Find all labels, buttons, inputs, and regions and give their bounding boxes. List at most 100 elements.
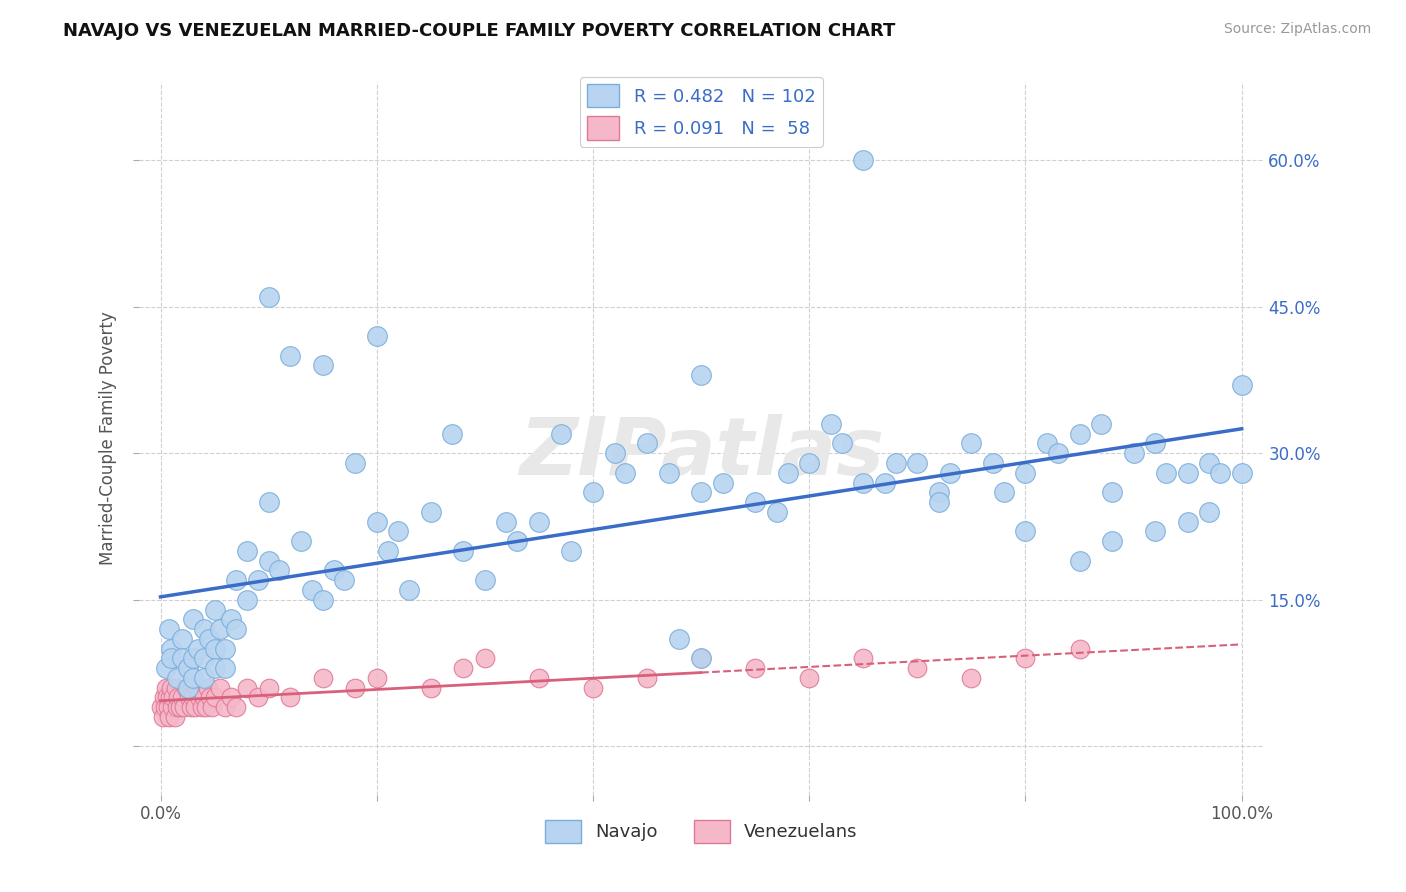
Point	[236, 592, 259, 607]
Point	[312, 359, 335, 373]
Point	[658, 466, 681, 480]
Point	[180, 700, 202, 714]
Point	[928, 495, 950, 509]
Point	[214, 661, 236, 675]
Point	[193, 690, 215, 705]
Point	[451, 661, 474, 675]
Point	[225, 573, 247, 587]
Point	[160, 651, 183, 665]
Point	[690, 651, 713, 665]
Point	[366, 671, 388, 685]
Point	[852, 651, 875, 665]
Point	[173, 700, 195, 714]
Point	[204, 641, 226, 656]
Point	[198, 632, 221, 646]
Point	[398, 582, 420, 597]
Point	[636, 436, 658, 450]
Point	[873, 475, 896, 490]
Point	[474, 651, 496, 665]
Point	[776, 466, 799, 480]
Point	[1177, 515, 1199, 529]
Point	[1230, 377, 1253, 392]
Point	[184, 700, 207, 714]
Point	[176, 681, 198, 695]
Point	[197, 681, 219, 695]
Point	[981, 456, 1004, 470]
Point	[208, 681, 231, 695]
Point	[187, 641, 209, 656]
Point	[527, 515, 550, 529]
Point	[204, 602, 226, 616]
Point	[225, 700, 247, 714]
Point	[176, 681, 198, 695]
Point	[1101, 534, 1123, 549]
Point	[1014, 466, 1036, 480]
Point	[236, 544, 259, 558]
Point	[495, 515, 517, 529]
Point	[344, 456, 367, 470]
Point	[1177, 466, 1199, 480]
Point	[257, 681, 280, 695]
Point	[312, 671, 335, 685]
Point	[744, 495, 766, 509]
Point	[162, 690, 184, 705]
Point	[1036, 436, 1059, 450]
Point	[366, 329, 388, 343]
Point	[377, 544, 399, 558]
Point	[799, 456, 821, 470]
Point	[162, 700, 184, 714]
Point	[451, 544, 474, 558]
Point	[831, 436, 853, 450]
Point	[214, 700, 236, 714]
Point	[1069, 426, 1091, 441]
Point	[193, 651, 215, 665]
Point	[172, 632, 194, 646]
Point	[636, 671, 658, 685]
Text: Source: ZipAtlas.com: Source: ZipAtlas.com	[1223, 22, 1371, 37]
Point	[1090, 417, 1112, 431]
Point	[157, 710, 180, 724]
Point	[820, 417, 842, 431]
Point	[690, 368, 713, 383]
Point	[165, 681, 187, 695]
Point	[1122, 446, 1144, 460]
Point	[149, 700, 172, 714]
Point	[419, 505, 441, 519]
Point	[246, 690, 269, 705]
Point	[155, 681, 177, 695]
Point	[257, 495, 280, 509]
Point	[219, 690, 242, 705]
Point	[474, 573, 496, 587]
Point	[1046, 446, 1069, 460]
Point	[366, 515, 388, 529]
Point	[200, 690, 222, 705]
Point	[159, 690, 181, 705]
Point	[711, 475, 734, 490]
Point	[219, 612, 242, 626]
Text: NAVAJO VS VENEZUELAN MARRIED-COUPLE FAMILY POVERTY CORRELATION CHART: NAVAJO VS VENEZUELAN MARRIED-COUPLE FAMI…	[63, 22, 896, 40]
Point	[181, 651, 204, 665]
Point	[208, 622, 231, 636]
Point	[1154, 466, 1177, 480]
Point	[169, 700, 191, 714]
Point	[344, 681, 367, 695]
Legend: R = 0.482   N = 102, R = 0.091   N =  58: R = 0.482 N = 102, R = 0.091 N = 58	[579, 77, 823, 147]
Point	[190, 700, 212, 714]
Point	[419, 681, 441, 695]
Point	[1144, 524, 1167, 539]
Point	[690, 485, 713, 500]
Point	[269, 564, 291, 578]
Point	[225, 622, 247, 636]
Point	[928, 485, 950, 500]
Point	[166, 700, 188, 714]
Point	[506, 534, 529, 549]
Point	[884, 456, 907, 470]
Point	[1069, 641, 1091, 656]
Point	[690, 651, 713, 665]
Point	[387, 524, 409, 539]
Point	[188, 690, 211, 705]
Text: ZIPatlas: ZIPatlas	[519, 414, 883, 491]
Point	[181, 671, 204, 685]
Point	[157, 622, 180, 636]
Point	[278, 349, 301, 363]
